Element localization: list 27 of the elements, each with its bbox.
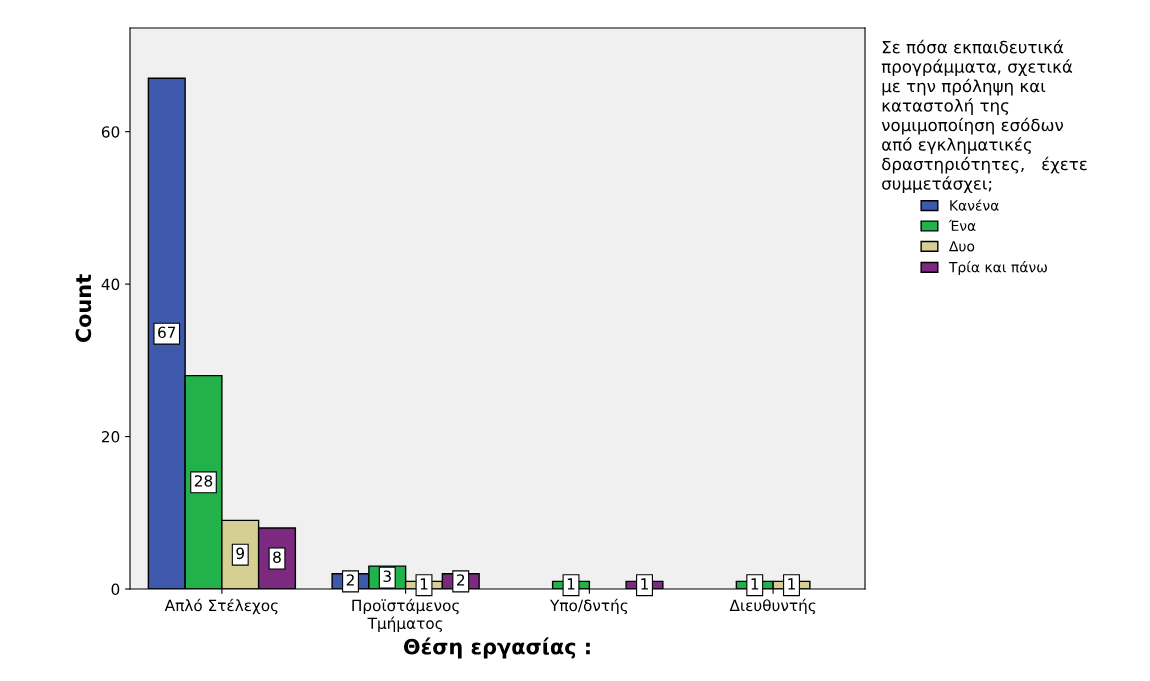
y-tick-label: 0 (111, 583, 120, 596)
y-tick-label: 60 (101, 126, 120, 138)
data-label: 67 (158, 326, 176, 339)
y-axis-title: Count (75, 274, 92, 343)
data-label: 2 (457, 574, 465, 586)
data-label: 1 (567, 578, 575, 590)
x-tick-label: Διευθυντής (729, 598, 816, 615)
x-tick-label: Υπο/δντής (549, 598, 628, 615)
x-tick-label: Προϊστάμενος Τμήματος (352, 598, 459, 633)
data-label: 1 (788, 578, 795, 590)
data-label: 1 (641, 578, 648, 590)
legend-label: Ένα (948, 219, 976, 232)
y-tick-label: 20 (101, 431, 120, 443)
data-label: 1 (420, 578, 428, 590)
legend-label: Κανένα (950, 199, 999, 211)
x-tick-label: Απλό Στέλεχος (164, 598, 278, 615)
y-tick-label: 40 (101, 278, 120, 291)
legend-label: Τρία και πάνω (948, 261, 1047, 276)
legend-label: Δυο (949, 241, 975, 252)
x-axis-title: Θέση εργασίας : (403, 637, 590, 659)
legend-title: Σε πόσα εκπαιδευτικά προγράμματα, σχετικά με την πρόληψη και καταστολή της νομιμοποίηση εσόδων από εγκληματικές δραστηριότητες, έχετε συμμετάσχει; (881, 39, 1087, 193)
data-label: 9 (236, 547, 245, 560)
data-label: 28 (194, 475, 213, 487)
data-label: 1 (751, 578, 759, 590)
data-label: 2 (346, 574, 354, 586)
data-label: 8 (273, 551, 281, 563)
data-label: 3 (383, 570, 391, 582)
